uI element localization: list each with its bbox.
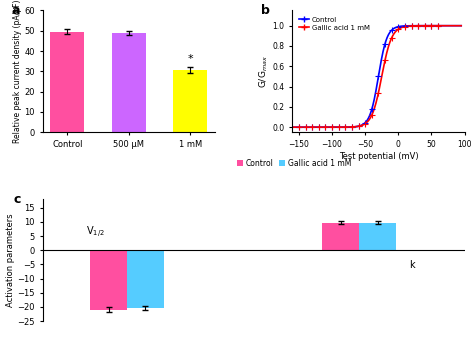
Bar — [359, 223, 396, 250]
X-axis label: Test potential (mV): Test potential (mV) — [338, 152, 418, 161]
Text: b: b — [261, 5, 270, 17]
Text: c: c — [13, 193, 20, 206]
Y-axis label: Activation parameters: Activation parameters — [6, 213, 15, 307]
Bar — [173, 70, 207, 132]
Y-axis label: Relative peak current density (pA/pF): Relative peak current density (pA/pF) — [13, 0, 22, 143]
Bar — [112, 33, 146, 132]
Bar — [51, 32, 84, 132]
Bar — [90, 250, 127, 310]
Y-axis label: G/G$_{max}$: G/G$_{max}$ — [257, 55, 270, 88]
Bar — [127, 250, 164, 308]
Text: *: * — [187, 54, 193, 64]
Text: k: k — [409, 260, 415, 270]
Legend: Control, Gallic acid 1 mM: Control, Gallic acid 1 mM — [234, 156, 354, 171]
Bar — [322, 223, 359, 250]
Legend: Control, Gallic acid 1 mM: Control, Gallic acid 1 mM — [296, 14, 373, 34]
Text: a: a — [12, 5, 20, 17]
Text: V$_{1/2}$: V$_{1/2}$ — [86, 225, 105, 240]
